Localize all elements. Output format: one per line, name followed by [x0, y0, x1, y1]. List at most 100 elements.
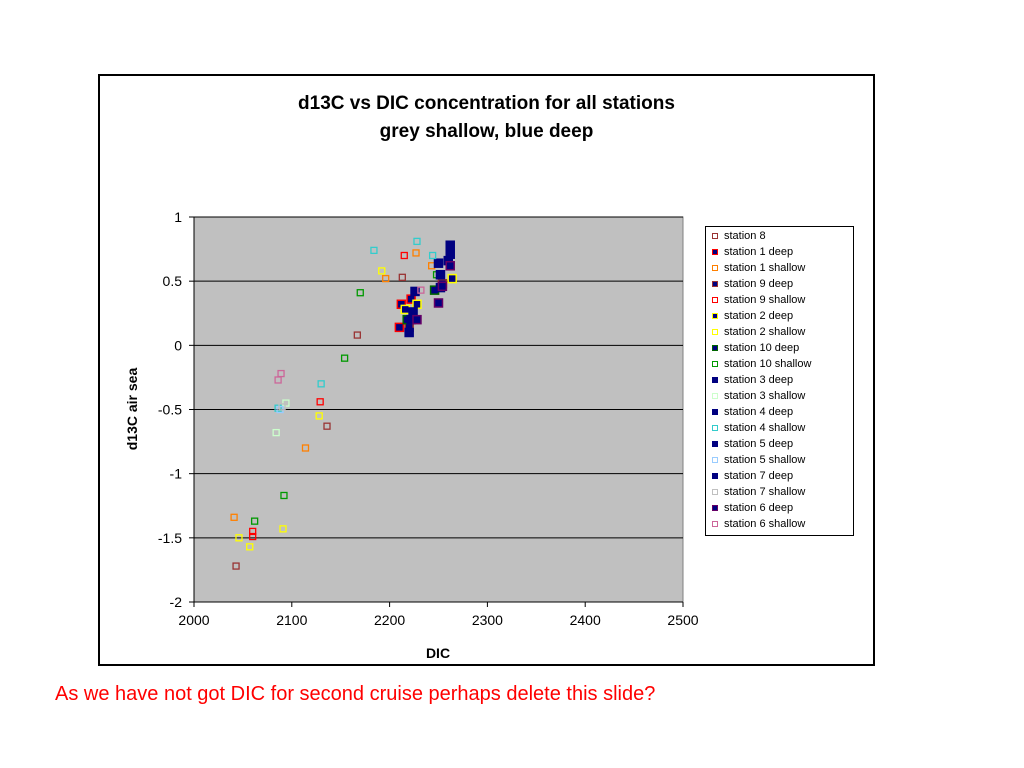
legend-label: station 9 shallow [724, 294, 806, 306]
data-point-station-2-deep [447, 273, 457, 284]
chart-title: d13C vs DIC concentration for all statio… [298, 93, 675, 114]
legend-marker [712, 377, 718, 383]
y-tick-label: 0.5 [163, 273, 183, 289]
data-point-station-3-shallow [272, 428, 280, 437]
data-point-station-7-deep [404, 327, 414, 338]
legend-label: station 8 [724, 230, 766, 242]
legend-label: station 5 shallow [724, 454, 806, 466]
data-point-station-2-shallow [246, 543, 254, 551]
data-point-station-8 [353, 331, 361, 339]
data-point-station-6-deep [412, 314, 422, 325]
data-point-station-9-shallow [249, 532, 257, 541]
data-point-station-9-shallow [400, 251, 408, 260]
legend-marker [712, 441, 718, 447]
data-point-station-8 [398, 273, 406, 281]
data-point-station-9-shallow [249, 527, 257, 536]
legend-item: station 10 shallow [712, 356, 853, 372]
legend-marker [712, 473, 718, 479]
legend-item: station 1 deep [712, 244, 853, 260]
legend-label: station 10 deep [724, 342, 800, 354]
legend-marker [712, 361, 718, 367]
legend-marker [712, 521, 718, 527]
legend-item: station 3 deep [712, 372, 853, 388]
data-point-station-4-deep [433, 258, 444, 268]
data-point-station-2-deep [412, 299, 422, 310]
legend-item: station 8 [712, 228, 853, 244]
data-point-station-1-shallow [301, 444, 310, 452]
data-point-station-2-deep [400, 304, 410, 315]
x-tick-label: 2200 [374, 612, 405, 628]
legend-item: station 9 deep [712, 276, 853, 292]
data-point-station-1-deep [394, 322, 405, 333]
data-point-station-2-shallow [378, 267, 386, 275]
legend-item: station 7 shallow [712, 484, 853, 500]
data-point-station-6-deep [433, 298, 444, 308]
data-point-station-1-shallow [412, 249, 420, 257]
legend-label: station 6 shallow [724, 518, 806, 530]
x-tick-label: 2500 [667, 612, 698, 628]
data-point-station-8 [323, 422, 331, 430]
legend-item: station 4 deep [712, 404, 853, 420]
data-point-station-4-shallow [428, 251, 437, 260]
legend-marker [712, 457, 718, 463]
data-point-station-4-shallow [274, 404, 282, 412]
legend-item: station 5 shallow [712, 452, 853, 468]
data-point-station-6-deep [445, 261, 455, 271]
slide-note: As we have not got DIC for second cruise… [55, 683, 656, 705]
data-point-station-7-shallow [278, 403, 286, 411]
x-tick-label: 2300 [472, 612, 503, 628]
data-point-station-6-shallow [417, 286, 425, 294]
data-point-station-8 [232, 562, 240, 570]
data-point-station-9-shallow [316, 398, 324, 406]
legend-marker [712, 345, 718, 351]
chart-subtitle: grey shallow, blue deep [379, 121, 594, 142]
x-tick-label: 2100 [276, 612, 307, 628]
data-point-station-3-shallow [282, 399, 290, 407]
legend-marker [712, 265, 718, 271]
legend-label: station 2 deep [724, 310, 794, 322]
legend-label: station 6 deep [724, 502, 794, 514]
legend-item: station 2 shallow [712, 324, 853, 340]
legend-item: station 9 shallow [712, 292, 853, 308]
data-point-station-1-shallow [230, 513, 238, 521]
legend-label: station 3 shallow [724, 390, 806, 402]
data-point-station-3-deep [435, 270, 446, 280]
x-tick-label: 2000 [178, 612, 209, 628]
chart-legend: station 8 station 1 deep station 1 shallow… [705, 226, 854, 536]
y-axis-label: d13C air sea [124, 368, 140, 451]
legend-item: station 3 shallow [712, 388, 853, 404]
y-tick-label: -1.5 [158, 530, 182, 546]
legend-label: station 4 deep [724, 406, 794, 418]
x-tick-label: 2400 [570, 612, 601, 628]
legend-marker [712, 393, 718, 399]
legend-label: station 7 deep [724, 470, 794, 482]
y-tick-label: 0 [174, 337, 182, 353]
legend-marker [712, 489, 718, 495]
data-point-station-4-shallow [317, 380, 325, 388]
data-point-station-10-shallow [250, 517, 259, 525]
data-point-station-2-shallow [279, 525, 287, 533]
legend-marker [712, 233, 718, 239]
data-point-station-4-deep [410, 286, 420, 297]
legend-label: station 9 deep [724, 278, 794, 290]
data-point-station-5-deep [445, 240, 455, 250]
legend-marker [712, 281, 718, 287]
legend-marker [712, 249, 718, 255]
legend-item: station 2 deep [712, 308, 853, 324]
legend-item: station 1 shallow [712, 260, 853, 276]
data-point-station-3-deep [408, 307, 418, 317]
legend-label: station 2 shallow [724, 326, 806, 338]
legend-label: station 3 deep [724, 374, 794, 386]
data-point-station-6-shallow [277, 369, 285, 378]
legend-marker [712, 329, 718, 335]
legend-marker [712, 505, 718, 511]
x-axis-label: DIC [426, 645, 450, 661]
y-tick-label: -2 [170, 594, 183, 610]
data-point-station-4-shallow [370, 246, 378, 255]
data-point-station-10-shallow [280, 491, 288, 500]
legend-label: station 4 shallow [724, 422, 806, 434]
data-point-station-10-shallow [356, 289, 364, 297]
y-tick-label: 1 [174, 209, 182, 225]
data-point-station-4-shallow [413, 237, 421, 246]
